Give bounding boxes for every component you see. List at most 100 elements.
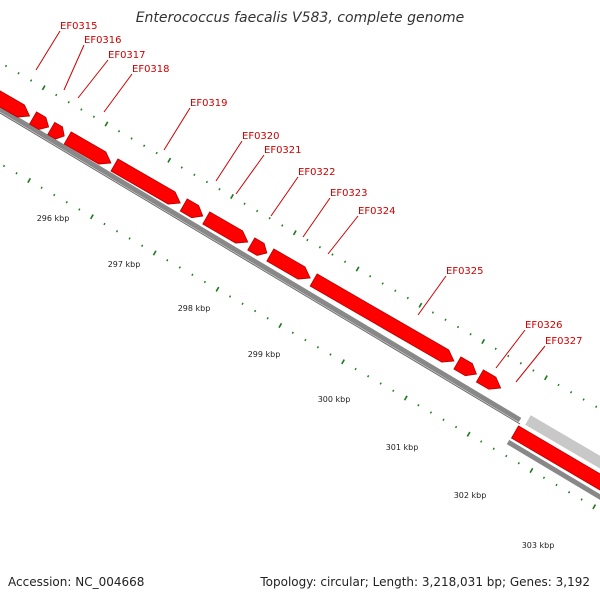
minor-tick xyxy=(141,244,144,247)
major-tick xyxy=(89,214,94,220)
minor-tick xyxy=(241,302,244,305)
major-tick xyxy=(167,157,172,163)
minor-tick xyxy=(55,93,58,97)
gene-label[interactable]: EF0323 xyxy=(330,188,368,199)
gene-leader-line xyxy=(302,197,331,238)
minor-tick xyxy=(67,101,70,104)
gene-leader-line xyxy=(77,59,109,99)
backbone-line xyxy=(0,112,521,425)
minor-tick xyxy=(256,209,259,213)
scale-label: 300 kbp xyxy=(318,395,351,404)
scale-label: 298 kbp xyxy=(178,304,211,313)
gene-arrow[interactable] xyxy=(0,86,31,118)
major-tick xyxy=(355,266,360,272)
tick-marks xyxy=(2,64,598,510)
minor-tick xyxy=(532,369,535,372)
minor-tick xyxy=(492,447,495,450)
minor-tick xyxy=(316,346,320,349)
gene-leader-line xyxy=(515,345,546,383)
gene-leader-line xyxy=(35,30,61,71)
minor-tick xyxy=(379,382,382,385)
major-tick xyxy=(230,193,234,200)
gene-arrow[interactable] xyxy=(309,273,455,363)
minor-tick xyxy=(580,498,583,501)
scale-label: 296 kbp xyxy=(37,214,70,223)
gene-arrow[interactable] xyxy=(475,369,502,390)
gene-label[interactable]: EF0316 xyxy=(84,35,122,46)
minor-tick xyxy=(494,347,497,350)
minor-tick xyxy=(369,275,372,278)
minor-tick xyxy=(166,259,169,262)
minor-tick xyxy=(367,375,370,378)
gene-label[interactable]: EF0315 xyxy=(60,21,98,32)
gene-label[interactable]: EF0321 xyxy=(264,145,302,156)
minor-tick xyxy=(343,260,347,263)
gene-arrow[interactable] xyxy=(179,198,204,219)
minor-tick xyxy=(505,454,508,458)
major-tick xyxy=(278,322,283,329)
minor-tick xyxy=(442,418,445,421)
minor-tick xyxy=(30,79,33,82)
minor-tick xyxy=(78,208,81,211)
minor-tick xyxy=(304,338,307,342)
minor-tick xyxy=(429,411,433,414)
gene-arrow[interactable] xyxy=(247,237,268,256)
major-tick xyxy=(215,286,220,292)
gene-label[interactable]: EF0318 xyxy=(132,64,170,75)
major-tick xyxy=(104,121,109,127)
major-tick xyxy=(27,177,32,184)
major-tick xyxy=(529,467,534,474)
minor-tick xyxy=(595,405,598,408)
scale-label: 299 kbp xyxy=(248,350,281,359)
gene-arrow[interactable] xyxy=(63,131,112,165)
gene-label[interactable]: EF0317 xyxy=(108,50,146,61)
minor-tick xyxy=(331,253,334,256)
gene-arrow[interactable] xyxy=(266,248,311,280)
backbone-line-continuation xyxy=(506,439,600,500)
minor-tick xyxy=(517,462,520,465)
minor-tick xyxy=(519,362,522,365)
minor-tick xyxy=(218,188,221,191)
gene-arrow[interactable] xyxy=(28,111,50,130)
scale-label: 302 kbp xyxy=(454,491,487,500)
gene-arrow[interactable] xyxy=(510,425,600,495)
major-tick xyxy=(481,338,486,345)
minor-tick xyxy=(180,166,183,169)
minor-tick xyxy=(128,237,131,240)
gene-labels: EF0315 EF0316 EF0317 EF0318 EF0319 EF0320 EF03… xyxy=(35,21,583,383)
minor-tick xyxy=(381,282,384,285)
genome-summary-text: Topology: circular; Length: 3,218,031 bp… xyxy=(259,575,590,589)
minor-tick xyxy=(191,273,194,276)
minor-tick xyxy=(65,201,68,204)
gene-label[interactable]: EF0326 xyxy=(525,320,563,331)
minor-tick xyxy=(394,289,397,292)
gene-label[interactable]: EF0325 xyxy=(446,266,484,277)
minor-tick xyxy=(268,217,271,220)
gene-label[interactable]: EF0322 xyxy=(298,167,336,178)
minor-tick xyxy=(329,353,332,356)
minor-tick xyxy=(291,331,294,334)
minor-tick xyxy=(444,318,447,321)
gene-arrow[interactable] xyxy=(453,356,477,377)
minor-tick xyxy=(507,354,510,358)
gene-label[interactable]: EF0319 xyxy=(190,98,228,109)
next-track-segment xyxy=(525,415,600,469)
gene-label[interactable]: EF0324 xyxy=(358,206,396,217)
minor-tick xyxy=(143,144,146,147)
gene-arrow[interactable] xyxy=(202,211,249,244)
minor-tick xyxy=(354,367,357,371)
minor-tick xyxy=(2,164,6,168)
gene-label[interactable]: EF0327 xyxy=(545,336,583,347)
gene-leader-line xyxy=(270,176,299,217)
backbone-line xyxy=(0,106,522,423)
minor-tick xyxy=(454,425,458,429)
major-tick xyxy=(544,375,548,381)
gene-arrow[interactable] xyxy=(47,121,65,140)
minor-tick xyxy=(228,295,232,298)
gene-label[interactable]: EF0320 xyxy=(242,131,280,142)
scale-label: 297 kbp xyxy=(108,260,141,269)
gene-arrow[interactable] xyxy=(110,158,181,205)
minor-tick xyxy=(542,476,546,479)
gene-leader-line xyxy=(417,275,447,316)
